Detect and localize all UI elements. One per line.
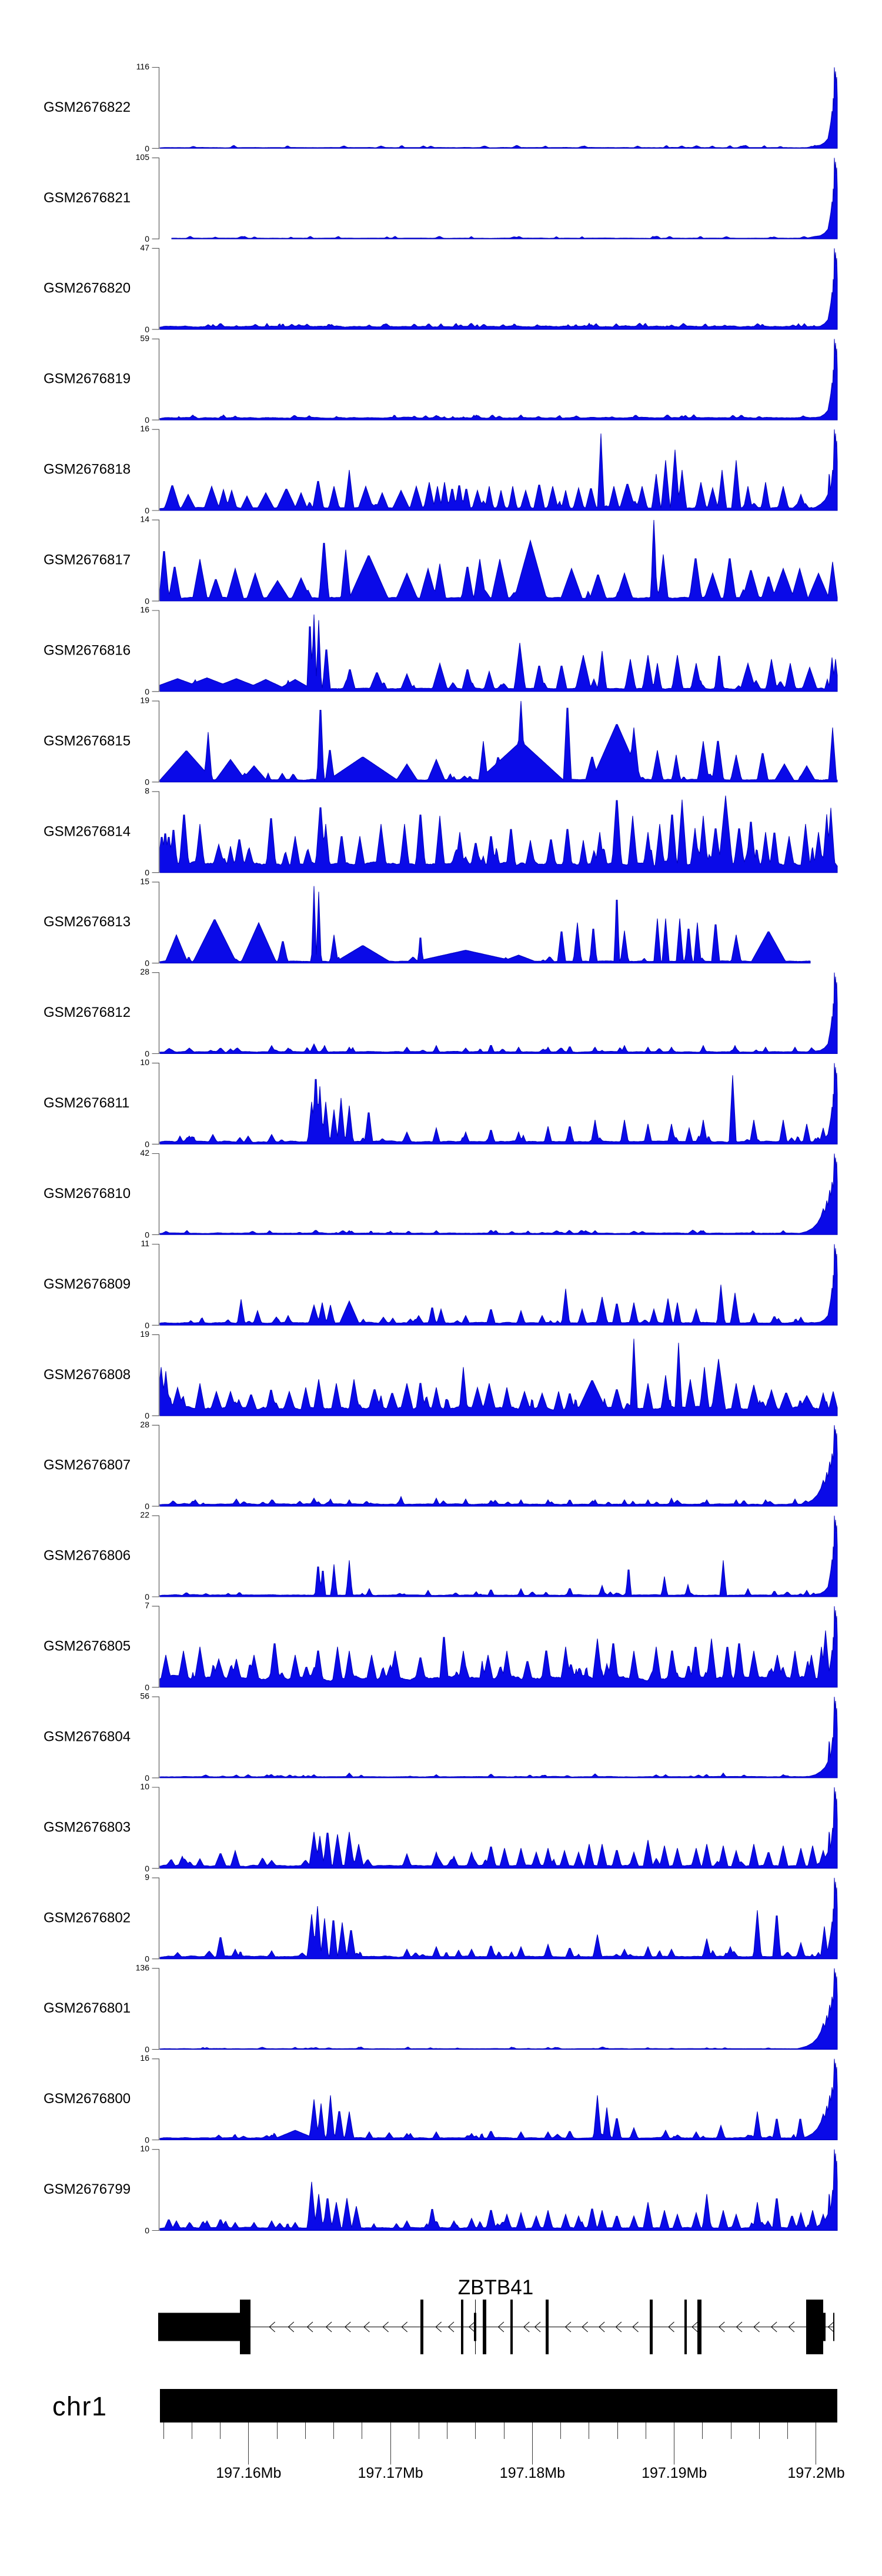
- svg-text:0: 0: [145, 1954, 149, 1964]
- svg-text:0: 0: [145, 1139, 149, 1149]
- svg-text:GSM2676815: GSM2676815: [44, 733, 131, 749]
- svg-text:116: 116: [136, 62, 150, 71]
- svg-text:11: 11: [141, 1239, 149, 1248]
- svg-text:GSM2676801: GSM2676801: [44, 2000, 131, 2016]
- svg-text:0: 0: [145, 2226, 149, 2235]
- svg-text:0: 0: [145, 778, 149, 787]
- svg-text:59: 59: [140, 333, 149, 343]
- svg-text:16: 16: [140, 2053, 149, 2063]
- svg-text:GSM2676819: GSM2676819: [44, 371, 131, 387]
- svg-text:GSM2676810: GSM2676810: [44, 1186, 131, 1202]
- svg-text:197.18Mb: 197.18Mb: [500, 2465, 565, 2481]
- svg-text:0: 0: [145, 1501, 149, 1511]
- svg-text:10: 10: [140, 2144, 149, 2153]
- svg-text:0: 0: [145, 1320, 149, 1330]
- svg-text:10: 10: [140, 1057, 149, 1067]
- svg-text:15: 15: [140, 876, 149, 886]
- svg-text:0: 0: [145, 1864, 149, 1873]
- svg-text:7: 7: [145, 1601, 149, 1610]
- svg-text:14: 14: [140, 515, 149, 524]
- svg-text:ZBTB41: ZBTB41: [458, 2276, 533, 2299]
- svg-text:0: 0: [145, 687, 149, 696]
- svg-text:GSM2676812: GSM2676812: [44, 1005, 131, 1020]
- svg-text:GSM2676811: GSM2676811: [44, 1095, 129, 1111]
- svg-text:42: 42: [140, 1148, 149, 1157]
- svg-text:0: 0: [145, 234, 149, 243]
- svg-text:28: 28: [140, 967, 149, 976]
- svg-text:0: 0: [145, 868, 149, 877]
- svg-text:47: 47: [140, 243, 149, 252]
- svg-text:10: 10: [140, 1782, 149, 1791]
- svg-text:0: 0: [145, 144, 149, 153]
- svg-text:0: 0: [145, 1592, 149, 1601]
- svg-text:0: 0: [145, 959, 149, 968]
- svg-text:0: 0: [145, 1683, 149, 1692]
- svg-text:GSM2676806: GSM2676806: [44, 1548, 131, 1564]
- svg-text:0: 0: [145, 1230, 149, 1239]
- svg-text:0: 0: [145, 1049, 149, 1059]
- svg-text:GSM2676820: GSM2676820: [44, 281, 131, 296]
- svg-text:GSM2676813: GSM2676813: [44, 914, 131, 930]
- svg-text:GSM2676800: GSM2676800: [44, 2091, 131, 2107]
- svg-text:9: 9: [145, 1872, 149, 1881]
- svg-text:197.16Mb: 197.16Mb: [216, 2465, 281, 2481]
- svg-text:16: 16: [140, 605, 149, 615]
- svg-text:197.19Mb: 197.19Mb: [642, 2465, 707, 2481]
- svg-text:GSM2676805: GSM2676805: [44, 1639, 131, 1654]
- svg-text:197.2Mb: 197.2Mb: [787, 2465, 844, 2481]
- svg-text:197.17Mb: 197.17Mb: [358, 2465, 423, 2481]
- svg-text:GSM2676818: GSM2676818: [44, 462, 131, 478]
- svg-text:0: 0: [145, 506, 149, 515]
- svg-text:22: 22: [140, 1510, 149, 1520]
- svg-text:56: 56: [140, 1691, 149, 1701]
- svg-text:0: 0: [145, 1773, 149, 1783]
- svg-text:0: 0: [145, 2045, 149, 2054]
- svg-text:136: 136: [136, 1963, 150, 1972]
- svg-text:GSM2676821: GSM2676821: [44, 190, 131, 206]
- svg-text:GSM2676822: GSM2676822: [44, 99, 131, 115]
- svg-text:GSM2676807: GSM2676807: [44, 1457, 131, 1473]
- svg-text:8: 8: [145, 786, 149, 795]
- svg-text:GSM2676802: GSM2676802: [44, 1910, 131, 1926]
- svg-text:GSM2676809: GSM2676809: [44, 1276, 131, 1292]
- svg-text:GSM2676814: GSM2676814: [44, 823, 131, 839]
- svg-text:19: 19: [140, 695, 149, 705]
- svg-text:GSM2676803: GSM2676803: [44, 1819, 131, 1835]
- svg-text:GSM2676804: GSM2676804: [44, 1729, 131, 1745]
- svg-text:0: 0: [145, 325, 149, 334]
- svg-text:GSM2676808: GSM2676808: [44, 1367, 131, 1383]
- svg-text:GSM2676816: GSM2676816: [44, 642, 131, 658]
- svg-text:0: 0: [145, 596, 149, 606]
- svg-text:GSM2676817: GSM2676817: [44, 552, 131, 568]
- svg-text:chr1: chr1: [52, 2391, 108, 2421]
- svg-text:16: 16: [140, 424, 149, 433]
- svg-text:0: 0: [145, 2135, 149, 2145]
- svg-text:19: 19: [140, 1329, 149, 1339]
- svg-text:0: 0: [145, 1411, 149, 1420]
- svg-text:GSM2676799: GSM2676799: [44, 2181, 131, 2197]
- svg-text:0: 0: [145, 415, 149, 425]
- svg-text:105: 105: [136, 152, 150, 162]
- svg-text:28: 28: [140, 1420, 149, 1429]
